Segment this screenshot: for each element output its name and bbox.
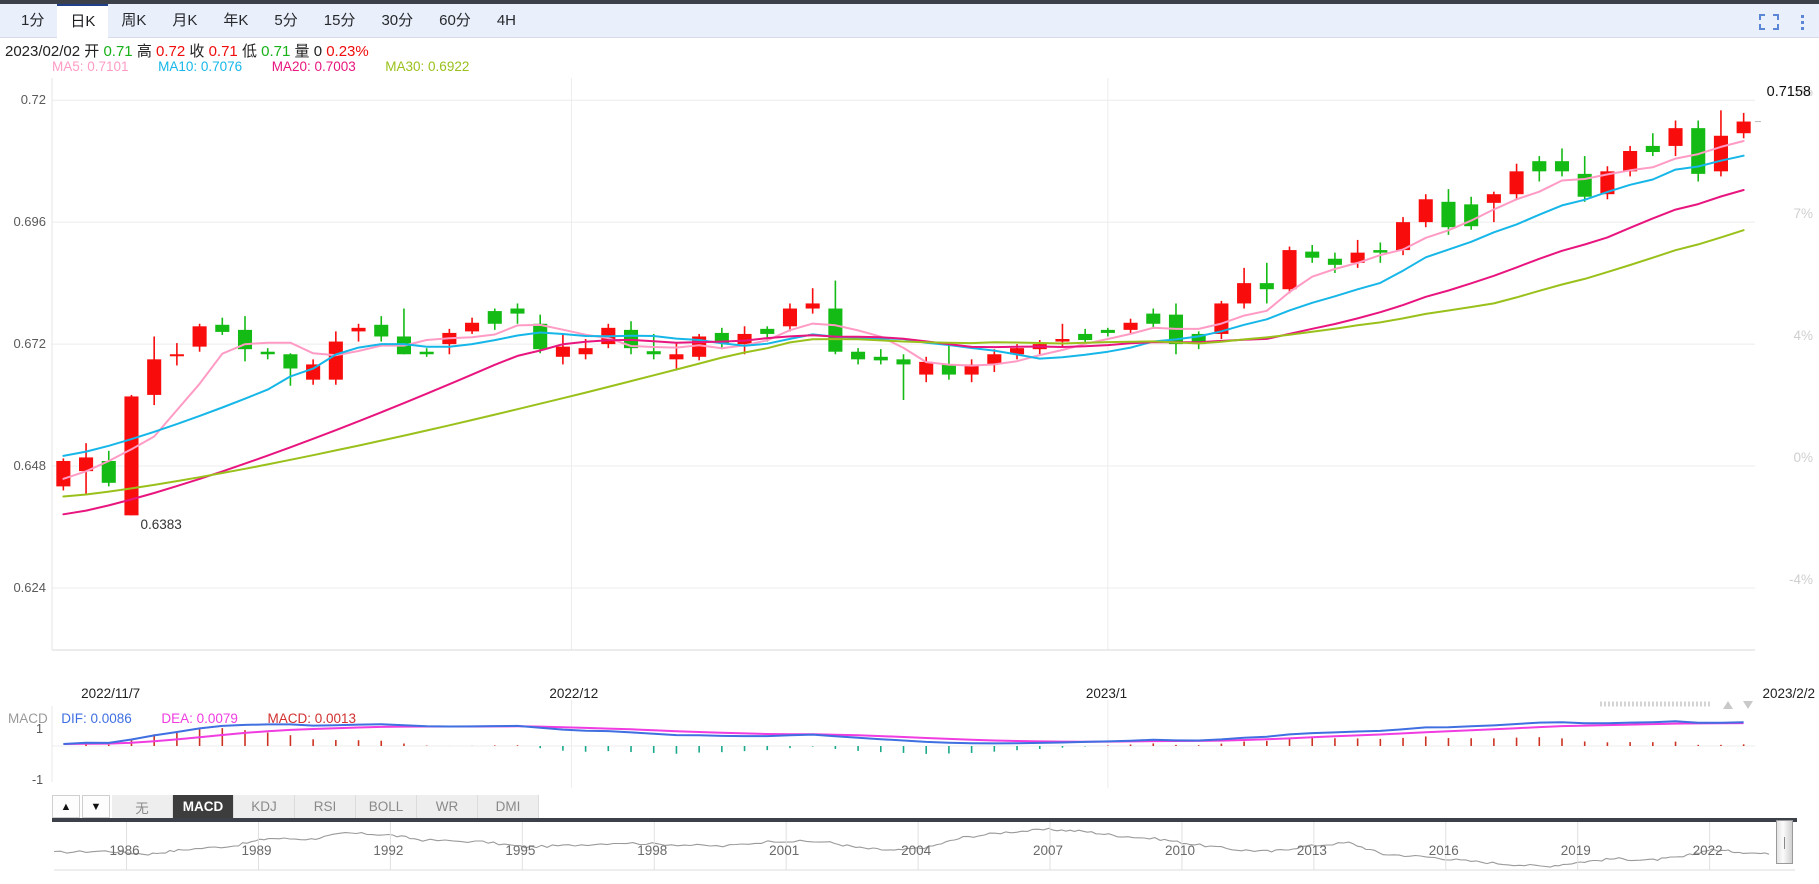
- last-price-tag: 0.7158: [1766, 84, 1811, 100]
- close-label: 收: [189, 43, 205, 60]
- navigator-year-2016: 2016: [1428, 843, 1459, 858]
- macd-value-legend: MACD: 0.0013: [267, 711, 356, 726]
- ma-line-ma30: [62, 229, 1745, 498]
- timeframe-tab-9[interactable]: 4H: [496, 12, 516, 29]
- high-value: 0.72: [156, 43, 186, 60]
- low-value: 0.71: [261, 43, 291, 60]
- navigator-right-handle[interactable]: [1776, 820, 1793, 864]
- ma-line-ma5: [62, 140, 1745, 480]
- vertical-dots-icon[interactable]: [1795, 12, 1809, 32]
- date-tick-2: 2023/1: [1085, 686, 1128, 701]
- timeframe-tab-2[interactable]: 周K: [121, 12, 147, 29]
- open-label: 开: [84, 43, 100, 60]
- dea-legend: DEA: 0.0079: [161, 711, 238, 726]
- timeframe-tab-6[interactable]: 15分: [323, 12, 356, 29]
- window-top-bar: [0, 0, 1819, 4]
- navigator-year-1989: 1989: [241, 843, 272, 858]
- indicator-button-macd[interactable]: MACD: [173, 795, 234, 818]
- timeframe-tab-4[interactable]: 年K: [223, 12, 249, 29]
- timeframe-tab-5[interactable]: 5分: [274, 12, 298, 29]
- volume-label: 量: [294, 43, 310, 60]
- scroll-down-button[interactable]: ▼: [82, 795, 110, 818]
- navigator-year-1992: 1992: [373, 843, 404, 858]
- indicator-buttons: 无 MACD KDJ RSI BOLL WR DMI: [112, 795, 539, 818]
- date-tick-3: 2023/2/2: [1762, 686, 1815, 701]
- macd-plot[interactable]: [0, 700, 1819, 788]
- high-label: 高: [136, 43, 152, 60]
- dif-legend: DIF: 0.0086: [61, 711, 132, 726]
- percent-tick-4: -4%: [1788, 572, 1813, 587]
- indicator-button-rsi[interactable]: RSI: [295, 795, 356, 818]
- indicator-button-boll[interactable]: BOLL: [356, 795, 417, 818]
- indicator-button-bar: ▲ ▼ 无 MACD KDJ RSI BOLL WR DMI: [52, 795, 539, 818]
- macd-panel-label: MACD: [8, 711, 48, 726]
- percent-tick-0: 11%: [1786, 84, 1813, 100]
- ma-line-ma20: [62, 189, 1745, 516]
- dif-line: [63, 720, 1744, 745]
- navigator-year-2007: 2007: [1033, 843, 1064, 858]
- date-tick-1: 2022/12: [549, 686, 599, 701]
- ma10-legend: MA10: 0.7076: [158, 59, 243, 74]
- macd-axis-top: 1: [36, 722, 43, 736]
- date-tick-0: 2022/11/7: [81, 686, 141, 701]
- timeframe-tab-8[interactable]: 60分: [439, 12, 471, 29]
- close-value: 0.71: [208, 43, 238, 60]
- indicator-button-wr[interactable]: WR: [417, 795, 478, 818]
- ma-legend: MA5: 0.7101 MA10: 0.7076 MA20: 0.7003 MA…: [52, 59, 469, 74]
- price-tick-0: 0.72: [20, 92, 46, 108]
- quote-date: 2023/02/02: [5, 43, 81, 60]
- collapse-icon[interactable]: [1759, 12, 1779, 32]
- indicator-button-kdj[interactable]: KDJ: [234, 795, 295, 818]
- navigator-year-2001: 2001: [769, 843, 800, 858]
- window-controls: [1759, 7, 1809, 37]
- price-tick-2: 0.672: [13, 336, 46, 352]
- percent-tick-1: 7%: [1793, 206, 1813, 222]
- price-tick-3: 0.648: [13, 458, 46, 474]
- ma5-legend: MA5: 0.7101: [52, 59, 129, 74]
- dea-line: [63, 722, 1744, 745]
- timeframe-tab-1[interactable]: 日K: [57, 4, 109, 38]
- low-label: 低: [241, 43, 257, 60]
- navigator-top-rail: [52, 818, 1797, 822]
- navigator-year-2013: 2013: [1296, 843, 1327, 858]
- price-tick-4: 0.624: [13, 580, 46, 595]
- volume-value: 0: [313, 43, 323, 60]
- timeframe-tab-bar: 1分 日K 周K 月K 年K 5分 15分 30分 60分 4H: [0, 4, 1819, 38]
- timeframe-tab-0[interactable]: 1分: [21, 12, 45, 29]
- navigator-year-1995: 1995: [505, 843, 536, 858]
- navigator-year-1998: 1998: [637, 843, 668, 858]
- ma20-legend: MA20: 0.7003: [271, 59, 356, 74]
- change-percent: 0.23%: [326, 43, 369, 60]
- percent-tick-3: 0%: [1793, 450, 1813, 466]
- navigator-year-2022: 2022: [1692, 843, 1723, 858]
- percent-tick-2: 4%: [1793, 328, 1813, 344]
- timeframe-tabs: 1分 日K 周K 月K 年K 5分 15分 30分 60分 4H: [8, 4, 529, 38]
- timeframe-tab-3[interactable]: 月K: [172, 12, 198, 29]
- navigator-year-2019: 2019: [1560, 843, 1591, 858]
- quote-info-line: 2023/02/02 开 0.71 高 0.72 收 0.71 低 0.71 量…: [5, 40, 369, 61]
- price-tick-1: 0.696: [13, 214, 46, 230]
- indicator-button-无[interactable]: 无: [112, 795, 173, 818]
- candlestick-plot[interactable]: [0, 76, 1819, 686]
- low-price-marker: 0.6383: [140, 517, 182, 533]
- macd-axis-bottom: -1: [32, 773, 44, 787]
- navigator-year-1986: 1986: [109, 843, 140, 858]
- timeframe-tab-7[interactable]: 30分: [381, 12, 414, 29]
- navigator-year-2004: 2004: [901, 843, 932, 858]
- open-value: 0.71: [103, 43, 133, 60]
- indicator-button-dmi[interactable]: DMI: [478, 795, 539, 818]
- scroll-up-button[interactable]: ▲: [52, 795, 80, 818]
- macd-legend: MACD DIF: 0.0086 DEA: 0.0079 MACD: 0.001…: [8, 711, 356, 726]
- ma30-legend: MA30: 0.6922: [385, 59, 470, 74]
- navigator-year-2010: 2010: [1164, 843, 1195, 858]
- navigator-overview[interactable]: [52, 818, 1797, 878]
